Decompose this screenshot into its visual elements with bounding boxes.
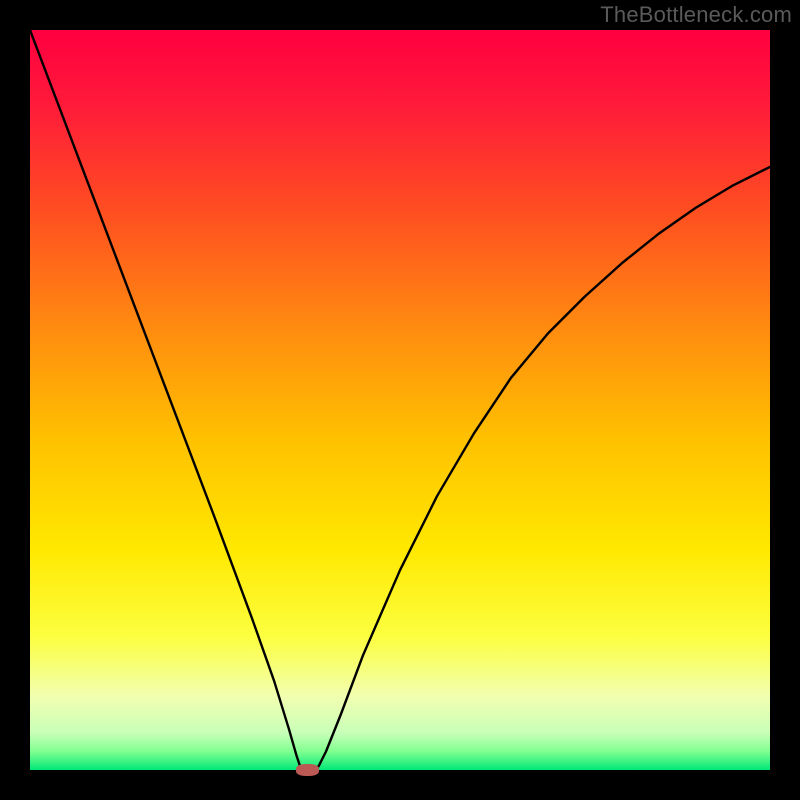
watermark-text: TheBottleneck.com	[600, 2, 792, 28]
chart-frame: TheBottleneck.com	[0, 0, 800, 800]
chart-svg	[30, 30, 770, 770]
plot-area	[30, 30, 770, 770]
minimum-marker	[296, 764, 320, 776]
gradient-background	[30, 30, 770, 770]
